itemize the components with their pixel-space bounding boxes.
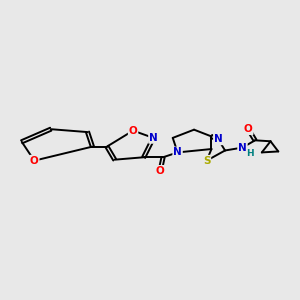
Text: O: O (244, 124, 253, 134)
Text: N: N (238, 142, 247, 153)
Text: O: O (30, 156, 39, 166)
Text: O: O (129, 126, 137, 136)
Text: N: N (173, 147, 182, 158)
Text: N: N (214, 134, 223, 144)
Text: S: S (203, 156, 210, 166)
Text: H: H (246, 149, 253, 158)
Text: N: N (149, 133, 158, 143)
Text: O: O (156, 166, 164, 176)
